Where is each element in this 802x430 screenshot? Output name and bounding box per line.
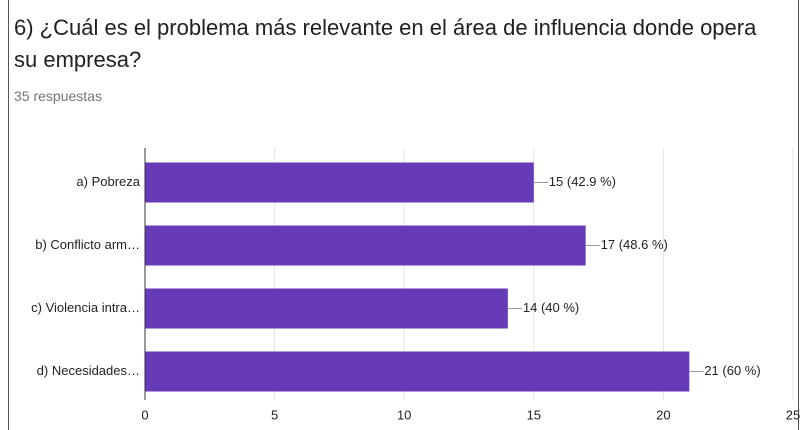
x-tick-label: 10 [397,407,411,422]
x-tick-label: 0 [141,407,148,422]
bar [145,351,690,392]
x-tick-label: 15 [527,407,541,422]
chart-subtitle: 35 respuestas [14,88,102,104]
bar [145,288,508,329]
value-label: 15 (42.9 %) [549,174,616,189]
value-label: 17 (48.6 %) [601,237,668,252]
bar [145,225,586,266]
y-tick-label: c) Violencia intra… [31,300,140,315]
y-tick-label: d) Necesidades… [37,363,140,378]
y-tick-label: a) Pobreza [76,174,140,189]
y-tick-label: b) Conflicto arm… [35,237,140,252]
value-label: 14 (40 %) [523,300,579,315]
chart-title: 6) ¿Cuál es el problema más relevante en… [14,15,757,72]
x-tick-label: 5 [271,407,278,422]
card-frame [8,0,799,430]
x-tick-label: 25 [786,407,800,422]
x-tick-label: 20 [656,407,670,422]
bar [145,162,534,203]
value-label: 21 (60 %) [704,363,760,378]
